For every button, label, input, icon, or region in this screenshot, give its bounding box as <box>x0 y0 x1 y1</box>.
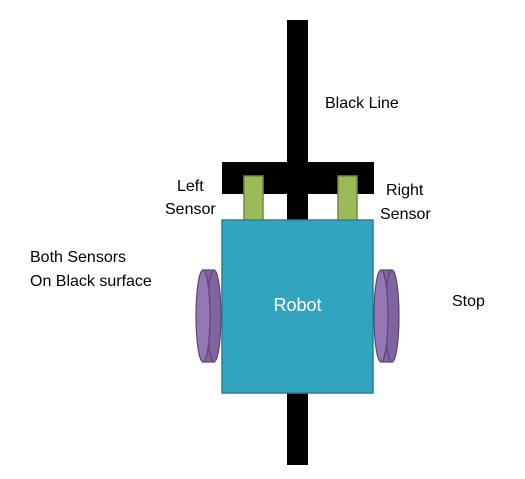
left-sensor <box>243 175 264 223</box>
robot-label: Robot <box>273 295 322 315</box>
right-sensor <box>337 175 358 223</box>
black-line-label: Black Line <box>325 95 399 112</box>
right-sensor-label-line1: Right <box>386 182 424 199</box>
right-wheel <box>373 269 400 363</box>
left-sensor-label-line2: Sensor <box>165 201 216 218</box>
action-label: Stop <box>452 293 485 310</box>
robot-body <box>221 219 374 394</box>
right-sensor-label-line2: Sensor <box>380 206 431 223</box>
left-sensor-label-line1: Left <box>177 178 204 195</box>
condition-label-line1: Both Sensors <box>30 249 127 266</box>
condition-label-line2: On Black surface <box>30 273 152 290</box>
left-wheel <box>195 269 222 363</box>
